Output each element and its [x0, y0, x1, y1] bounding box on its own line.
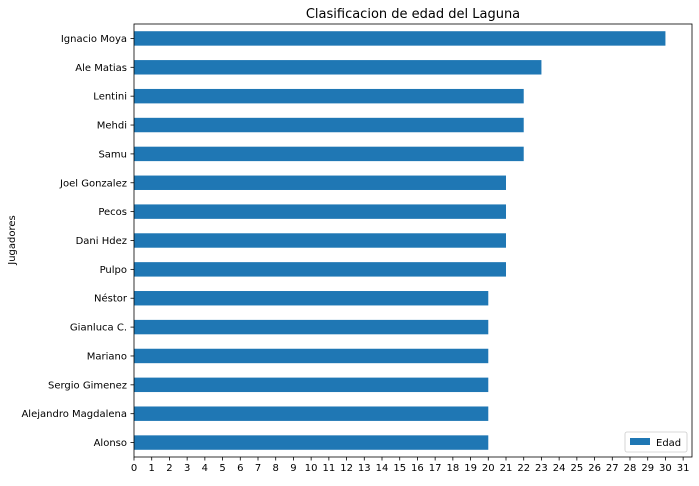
bar — [134, 31, 666, 46]
bar — [134, 319, 489, 335]
x-tick-label: 24 — [553, 463, 566, 474]
x-tick-label: 3 — [184, 463, 190, 474]
x-tick-label: 23 — [535, 463, 548, 474]
y-tick-label: Dani Hdez — [76, 236, 127, 247]
x-tick-label: 22 — [517, 463, 530, 474]
y-tick-label: Gianluca C. — [70, 323, 127, 334]
bar — [134, 146, 524, 162]
bar — [134, 204, 506, 219]
x-tick-label: 29 — [641, 463, 654, 474]
bar — [134, 348, 489, 364]
bar — [134, 117, 524, 133]
x-tick-label: 1 — [149, 463, 155, 474]
chart-title: Clasificacion de edad del Laguna — [306, 7, 520, 22]
x-tick-label: 5 — [219, 463, 225, 474]
bar — [134, 291, 489, 306]
x-tick-label: 27 — [606, 463, 619, 474]
y-tick-label: Pecos — [98, 207, 127, 218]
x-tick-label: 12 — [340, 463, 353, 474]
bar — [134, 233, 506, 248]
legend-box — [624, 431, 688, 453]
y-tick-label: Sergio Gimenez — [48, 380, 127, 391]
x-tick-label: 6 — [237, 463, 243, 474]
plot-area: Ignacio Moya Ale Matias Lentini Mehdi Samu Jo… — [21, 23, 693, 474]
x-tick-label: 25 — [570, 463, 583, 474]
x-tick-label: 15 — [393, 463, 406, 474]
legend-label: Edad — [656, 438, 681, 449]
x-tick-label: 30 — [659, 463, 672, 474]
x-tick-label: 21 — [500, 463, 513, 474]
x-tick-label: 28 — [624, 463, 637, 474]
x-tick-label: 7 — [255, 463, 261, 474]
y-tick-label: Pulpo — [100, 265, 127, 276]
legend-swatch — [630, 438, 650, 445]
bar — [134, 435, 489, 450]
bar — [134, 175, 506, 190]
x-tick-label: 16 — [411, 463, 424, 474]
y-tick-label: Alonso — [94, 438, 127, 449]
bar — [134, 60, 542, 75]
y-tick-label: Mariano — [87, 351, 127, 362]
x-tick-label: 11 — [322, 463, 335, 474]
x-tick-label: 9 — [290, 463, 296, 474]
legend: Edad — [624, 431, 688, 453]
bar — [134, 262, 506, 277]
x-tick-label: 10 — [305, 463, 318, 474]
x-tick-label: 14 — [376, 463, 389, 474]
x-tick-label: 31 — [677, 463, 690, 474]
y-axis-label: Jugadores — [7, 215, 18, 265]
y-tick-label: Samu — [98, 149, 127, 160]
x-tick-label: 18 — [446, 463, 459, 474]
x-tick-label: 2 — [166, 463, 172, 474]
x-tick-label: 0 — [131, 463, 137, 474]
y-tick-label: Mehdi — [97, 121, 127, 132]
x-tick-label: 13 — [358, 463, 371, 474]
bar — [134, 88, 524, 104]
x-tick-label: 20 — [482, 463, 495, 474]
x-tick-label: 17 — [429, 463, 442, 474]
y-tick-label: Ale Matias — [75, 63, 127, 74]
y-tick-label: Alejandro Magdalena — [21, 409, 127, 420]
x-tick-label: 26 — [588, 463, 601, 474]
x-tick-label: 4 — [202, 463, 208, 474]
bar — [134, 377, 489, 393]
y-tick-label: Néstor — [94, 293, 128, 305]
plot-frame — [133, 23, 693, 458]
y-tick-label: Joel Gonzalez — [59, 178, 127, 189]
x-tick-label: 19 — [464, 463, 477, 474]
y-tick-label: Ignacio Moya — [61, 34, 127, 45]
y-tick-label: Lentini — [93, 92, 127, 103]
x-tick-label: 8 — [273, 463, 279, 474]
bar — [134, 406, 489, 421]
